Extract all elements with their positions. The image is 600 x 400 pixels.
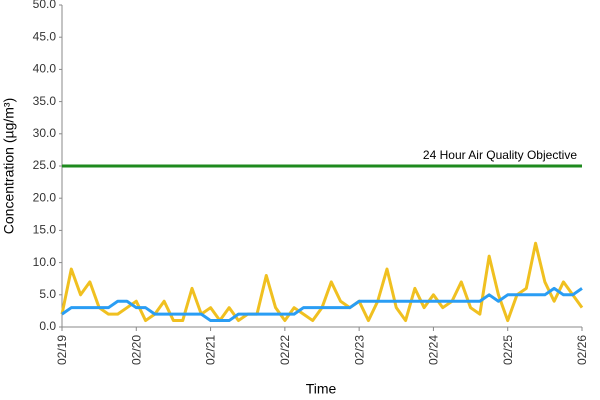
y-tick-label: 20.0 bbox=[33, 190, 57, 204]
x-axis-title: Time bbox=[306, 381, 337, 397]
y-tick-label: 50.0 bbox=[33, 0, 57, 11]
y-tick-label: 15.0 bbox=[33, 223, 57, 237]
x-tick-label: 02/19 bbox=[55, 335, 69, 365]
y-tick-label: 30.0 bbox=[33, 126, 57, 140]
x-tick-label: 02/24 bbox=[427, 335, 441, 365]
x-tick-label: 02/20 bbox=[129, 335, 143, 365]
y-tick-label: 0.0 bbox=[39, 319, 56, 333]
y-tick-label: 35.0 bbox=[33, 94, 57, 108]
x-tick-label: 02/26 bbox=[575, 335, 589, 365]
y-tick-label: 10.0 bbox=[33, 255, 57, 269]
y-tick-label: 45.0 bbox=[33, 29, 57, 43]
y-tick-label: 5.0 bbox=[39, 287, 56, 301]
reference-label: 24 Hour Air Quality Objective bbox=[423, 148, 577, 162]
x-tick-label: 02/23 bbox=[352, 335, 366, 365]
y-tick-label: 40.0 bbox=[33, 62, 57, 76]
data-line bbox=[61, 286, 583, 323]
x-tick-label: 02/21 bbox=[204, 335, 218, 365]
y-axis-title: Concentration (µg/m³) bbox=[1, 98, 17, 234]
x-tick-label: 02/22 bbox=[278, 335, 292, 365]
x-tick-label: 02/25 bbox=[501, 335, 515, 365]
y-tick-label: 25.0 bbox=[33, 158, 57, 172]
